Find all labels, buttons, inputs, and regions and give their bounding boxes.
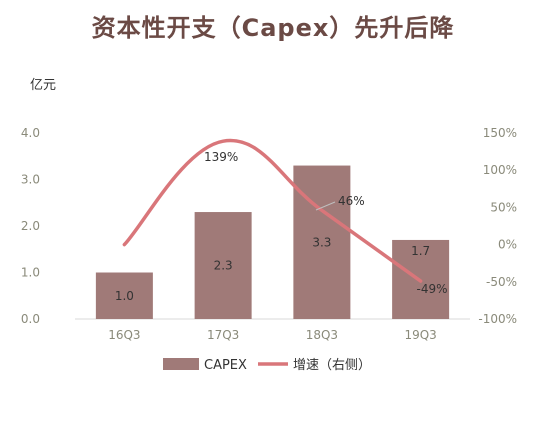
y2-tick-label: 0% [498,238,517,252]
y-tick-label: 2.0 [21,219,40,233]
line-data-label: 139% [204,150,238,164]
y-tick-label: 4.0 [21,126,40,140]
y-tick-label: 1.0 [21,266,40,280]
line-data-label: -49% [416,282,447,296]
label-leader-line [315,201,336,211]
y2-tick-label: 150% [483,126,517,140]
y-tick-label: 3.0 [21,173,40,187]
x-tick-label: 18Q3 [306,328,338,342]
x-tick-label: 17Q3 [207,328,239,342]
growth-line [122,138,423,283]
chart-title: 资本性开支（Capex）先升后降 [91,14,455,42]
y2-tick-label: 100% [483,163,517,177]
bar [194,212,252,319]
bar-data-label: 1.0 [115,289,134,303]
y2-tick-label: -50% [486,275,517,289]
legend-label-line: 增速（右侧） [293,358,371,373]
bar-data-label: 1.7 [411,244,430,258]
y-axis-unit-label: 亿元 [30,78,57,93]
bar [95,272,153,319]
bar [293,165,351,319]
y2-tick-label: 50% [490,200,517,214]
x-tick-label: 16Q3 [108,328,140,342]
legend-swatch-bar [163,358,199,370]
bar-data-label: 3.3 [312,235,331,249]
bar-data-label: 2.3 [214,259,233,273]
x-tick-label: 19Q3 [404,328,436,342]
line-data-label: 46% [338,194,365,208]
legend-label-bar: CAPEX [204,358,247,373]
y2-tick-label: -100% [478,312,517,326]
y-tick-label: 0.0 [21,312,40,326]
